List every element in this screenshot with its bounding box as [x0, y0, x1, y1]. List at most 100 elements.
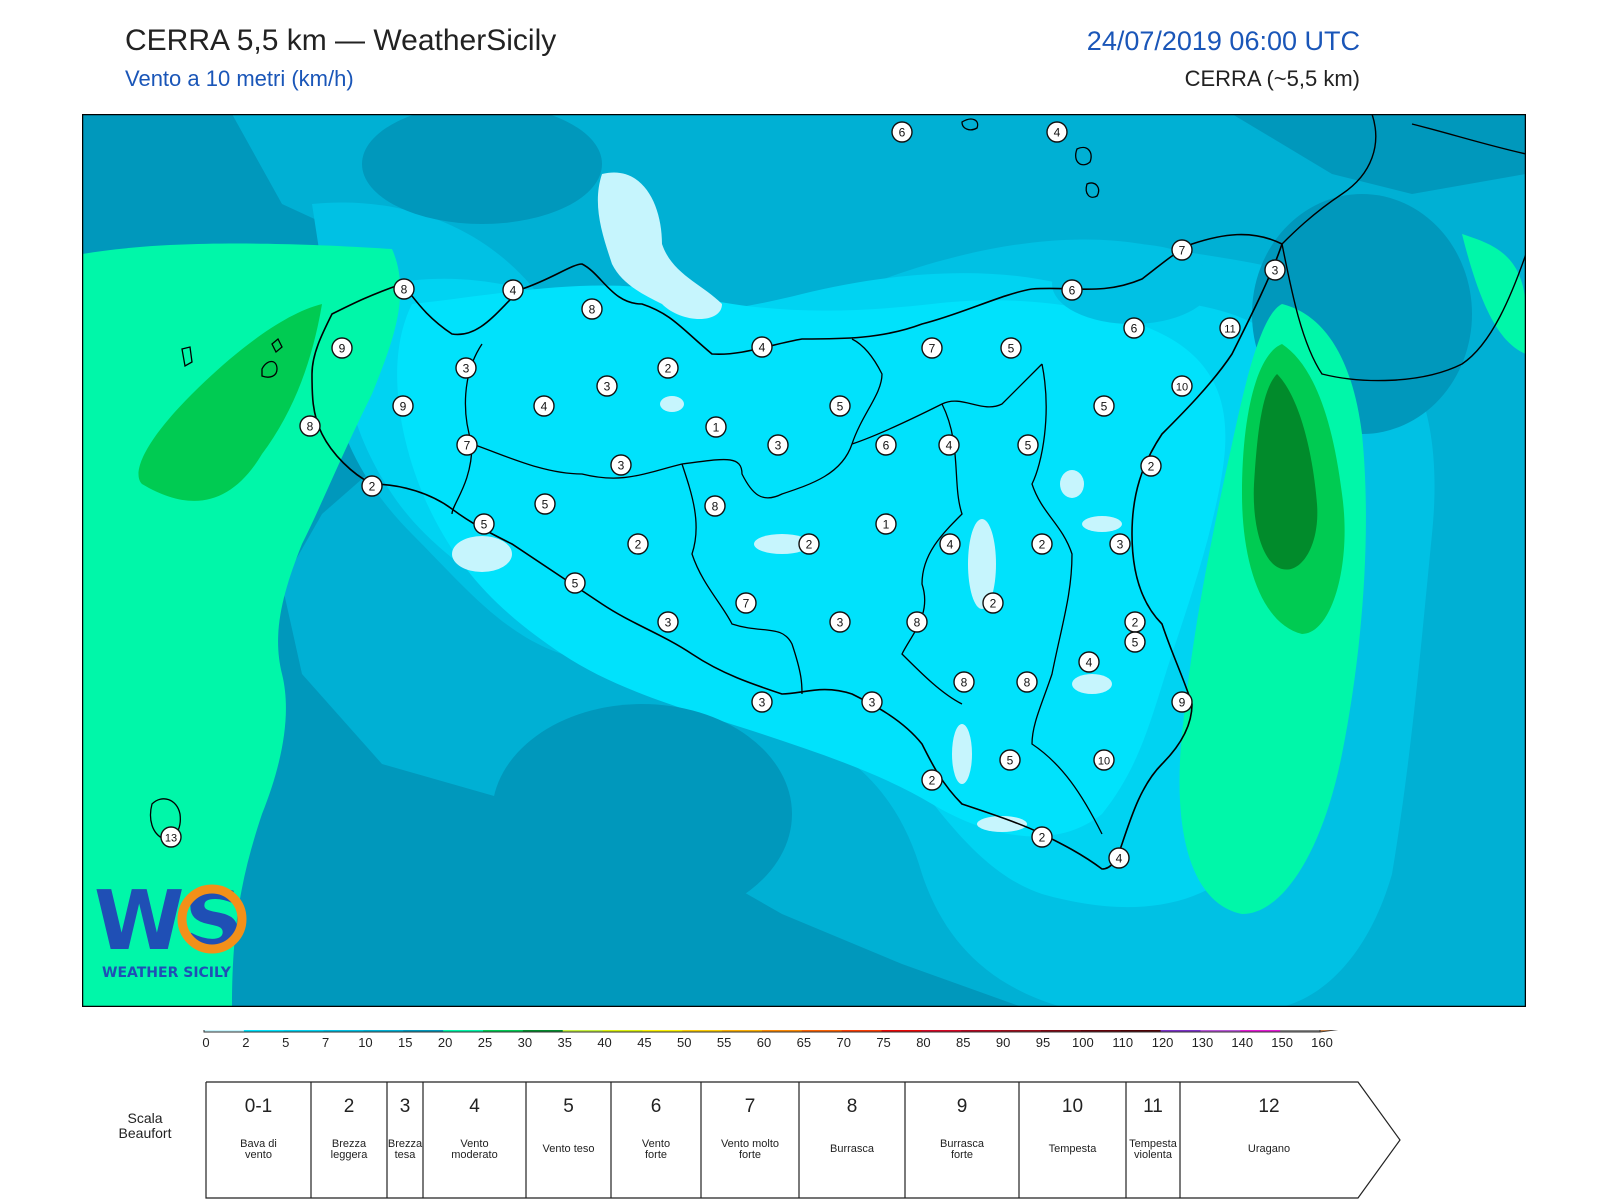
- colorbar-tick-label: 140: [1231, 1035, 1253, 1050]
- station-value: 7: [929, 342, 936, 356]
- station-value: 4: [541, 400, 548, 414]
- station-value: 7: [464, 439, 471, 453]
- svg-text:Brezza: Brezza: [388, 1138, 423, 1150]
- station-value: 6: [1069, 284, 1076, 298]
- station-value: 3: [463, 362, 470, 376]
- svg-text:Vento molto: Vento molto: [721, 1138, 779, 1150]
- beaufort-level: 5 Vento teso: [543, 1096, 595, 1155]
- colorbar-tick-label: 60: [757, 1035, 771, 1050]
- station-marker: 2: [982, 592, 1004, 614]
- colorbar-swatch: [483, 1030, 524, 1032]
- station-marker: 6: [875, 434, 897, 456]
- station-value: 3: [604, 380, 611, 394]
- station-value: 3: [665, 616, 672, 630]
- station-value: 9: [400, 400, 407, 414]
- station-value: 4: [510, 284, 517, 298]
- station-value: 10: [1098, 756, 1110, 768]
- colorbar-swatch: [841, 1030, 883, 1032]
- svg-text:forte: forte: [645, 1149, 667, 1161]
- colorbar-tick-label: 70: [836, 1035, 850, 1050]
- colorbar-tick-label: 7: [322, 1035, 329, 1050]
- station-marker: 9: [392, 395, 414, 417]
- beaufort-level: 12 Uragano: [1248, 1096, 1290, 1155]
- station-value: 2: [635, 538, 642, 552]
- colorbar-tick-label: 55: [717, 1035, 731, 1050]
- svg-text:7: 7: [745, 1096, 756, 1117]
- station-marker: 8: [953, 671, 975, 693]
- svg-text:violenta: violenta: [1134, 1149, 1173, 1161]
- station-marker: 4: [1078, 651, 1100, 673]
- svg-text:leggera: leggera: [331, 1149, 369, 1161]
- station-marker: 7: [1171, 239, 1193, 261]
- station-value: 1: [883, 518, 890, 532]
- station-marker: 1: [875, 513, 897, 535]
- station-value: 8: [961, 676, 968, 690]
- station-value: 6: [1131, 322, 1138, 336]
- station-marker: 5: [999, 749, 1021, 771]
- svg-text:moderato: moderato: [451, 1149, 497, 1161]
- colorbar-tick-label: 150: [1271, 1035, 1293, 1050]
- station-value: 8: [712, 500, 719, 514]
- colorbar-swatch: [1280, 1030, 1321, 1032]
- colorbar-arrow: [1319, 1030, 1339, 1033]
- colorbar-tick-label: 10: [358, 1035, 372, 1050]
- station-marker: 13: [160, 826, 182, 848]
- station-marker: 2: [1031, 826, 1053, 848]
- station-value: 10: [1176, 382, 1188, 394]
- colorbar-swatch: [881, 1030, 922, 1032]
- station-marker: 2: [627, 533, 649, 555]
- station-value: 2: [1039, 538, 1046, 552]
- station-value: 4: [759, 341, 766, 355]
- colorbar-swatch: [1080, 1030, 1122, 1032]
- station-marker: 1: [705, 416, 727, 438]
- station-value: 5: [837, 400, 844, 414]
- colorbar-swatch: [522, 1030, 564, 1032]
- colorbar-tick-label: 35: [557, 1035, 571, 1050]
- station-value: 7: [1179, 244, 1186, 258]
- svg-text:Burrasca: Burrasca: [830, 1143, 875, 1155]
- svg-text:Uragano: Uragano: [1248, 1143, 1290, 1155]
- svg-text:8: 8: [847, 1096, 858, 1117]
- station-marker: 5: [1000, 337, 1022, 359]
- station-marker: 7: [456, 434, 478, 456]
- station-marker: 10: [1171, 375, 1193, 397]
- colorbar-ticks: 0 2 5 7 10 15 20 25 30 35 40 45 50 55 60 65 70 75 80 85 90 95…: [202, 1035, 1332, 1050]
- station-value: 2: [369, 480, 376, 494]
- colorbar-tick-label: 15: [398, 1035, 412, 1050]
- weathersicily-logo: WS WEATHER SICILY: [94, 874, 247, 981]
- station-value: 11: [1224, 324, 1235, 336]
- station-value: 9: [339, 342, 346, 356]
- colorbar-tick-label: 110: [1112, 1035, 1133, 1050]
- station-value: 8: [1024, 676, 1031, 690]
- station-marker: 2: [657, 357, 679, 379]
- map-title: CERRA 5,5 km — WeatherSicily: [125, 24, 557, 57]
- station-marker: 8: [299, 415, 321, 437]
- station-marker: 4: [939, 533, 961, 555]
- station-marker: 3: [657, 611, 679, 633]
- station-marker: 5: [534, 493, 556, 515]
- colorbar-swatch: [682, 1030, 723, 1032]
- svg-text:Burrasca: Burrasca: [940, 1138, 985, 1150]
- colorbar-swatch: [363, 1030, 404, 1032]
- station-marker: 2: [1124, 611, 1146, 633]
- colorbar-tick-label: 90: [996, 1035, 1010, 1050]
- station-marker: 5: [1017, 434, 1039, 456]
- colorbar-tick-label: 80: [916, 1035, 930, 1050]
- station-marker: 7: [735, 592, 757, 614]
- station-value: 5: [1132, 636, 1139, 650]
- svg-text:12: 12: [1258, 1096, 1279, 1117]
- station-value: 9: [1179, 696, 1186, 710]
- station-marker: 2: [1031, 533, 1053, 555]
- svg-text:forte: forte: [951, 1149, 973, 1161]
- svg-text:10: 10: [1062, 1096, 1083, 1117]
- station-value: 7: [743, 597, 750, 611]
- colorbar-swatch: [722, 1030, 763, 1032]
- svg-text:5: 5: [563, 1096, 574, 1117]
- station-value: 3: [618, 459, 625, 473]
- station-value: 2: [806, 538, 813, 552]
